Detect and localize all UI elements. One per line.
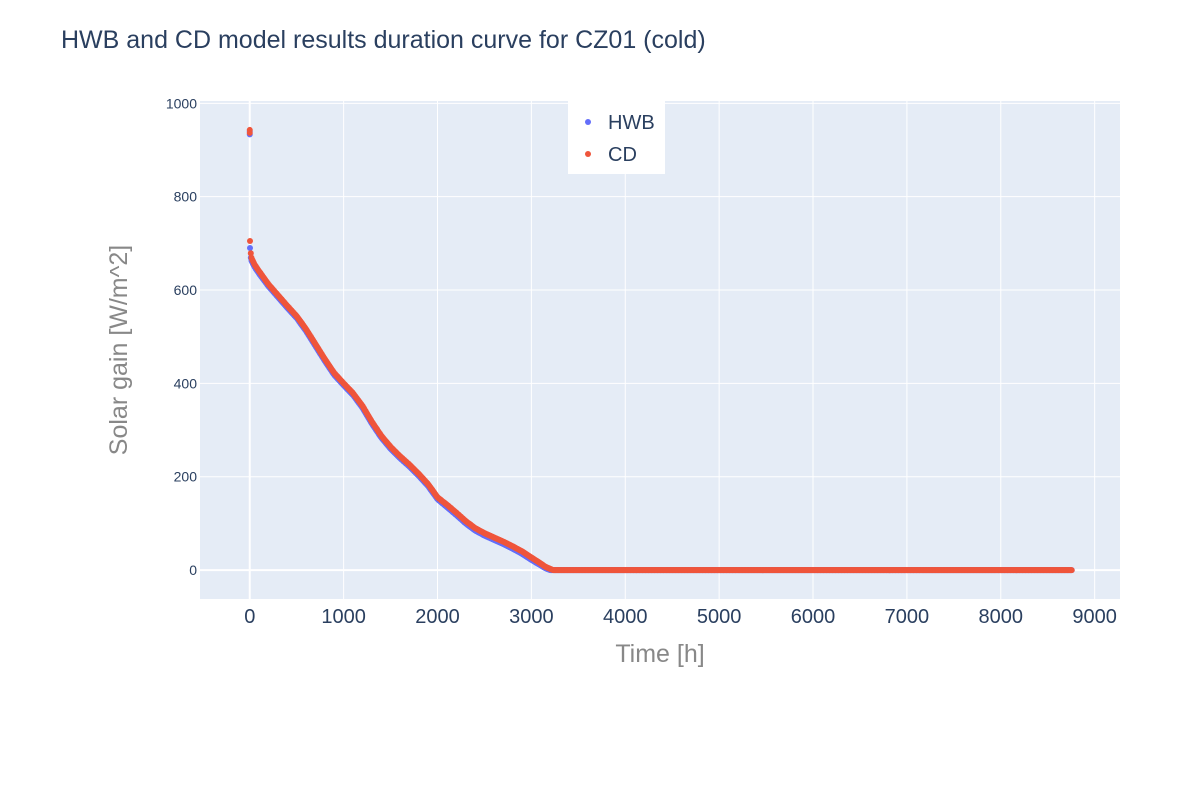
legend-marker: [585, 119, 591, 125]
plot-background: [200, 101, 1120, 599]
legend-marker: [585, 151, 591, 157]
data-point: [246, 129, 253, 136]
x-axis-title: Time [h]: [615, 640, 704, 668]
legend[interactable]: HWB CD: [568, 101, 665, 174]
x-tick-label: 9000: [1072, 606, 1117, 628]
y-tick-label: 400: [174, 375, 198, 391]
data-point: [1068, 567, 1075, 574]
x-axis-ticks: 0 1000 2000 3000 4000 5000 6000 7000 8000 9000: [244, 606, 1117, 628]
x-tick-label: 7000: [885, 606, 930, 628]
x-tick-label: 6000: [791, 606, 836, 628]
y-tick-label: 200: [174, 469, 198, 485]
data-point: [247, 250, 254, 257]
legend-item-cd[interactable]: CD: [585, 144, 637, 166]
legend-label: HWB: [608, 112, 655, 134]
chart-title: HWB and CD model results duration curve …: [61, 26, 706, 54]
x-tick-label: 5000: [697, 606, 742, 628]
y-tick-label: 1000: [166, 95, 197, 111]
data-point: [247, 238, 253, 244]
x-tick-label: 2000: [415, 606, 460, 628]
data-point: [247, 245, 253, 251]
y-tick-label: 0: [189, 562, 197, 578]
legend-box: [568, 101, 665, 174]
y-axis-title: Solar gain [W/m^2]: [105, 245, 133, 455]
y-tick-label: 800: [174, 189, 198, 205]
legend-label: CD: [608, 144, 637, 166]
x-tick-label: 8000: [979, 606, 1024, 628]
x-tick-label: 1000: [321, 606, 366, 628]
x-tick-label: 0: [244, 606, 255, 628]
x-tick-label: 4000: [603, 606, 648, 628]
y-axis-ticks: 0 200 400 600 800 1000: [166, 95, 197, 578]
legend-item-hwb[interactable]: HWB: [585, 112, 655, 134]
series-markers: [246, 126, 1075, 574]
y-tick-label: 600: [174, 282, 198, 298]
grid-lines: [200, 101, 1120, 599]
x-tick-label: 3000: [509, 606, 554, 628]
series-cd: [246, 126, 1075, 574]
